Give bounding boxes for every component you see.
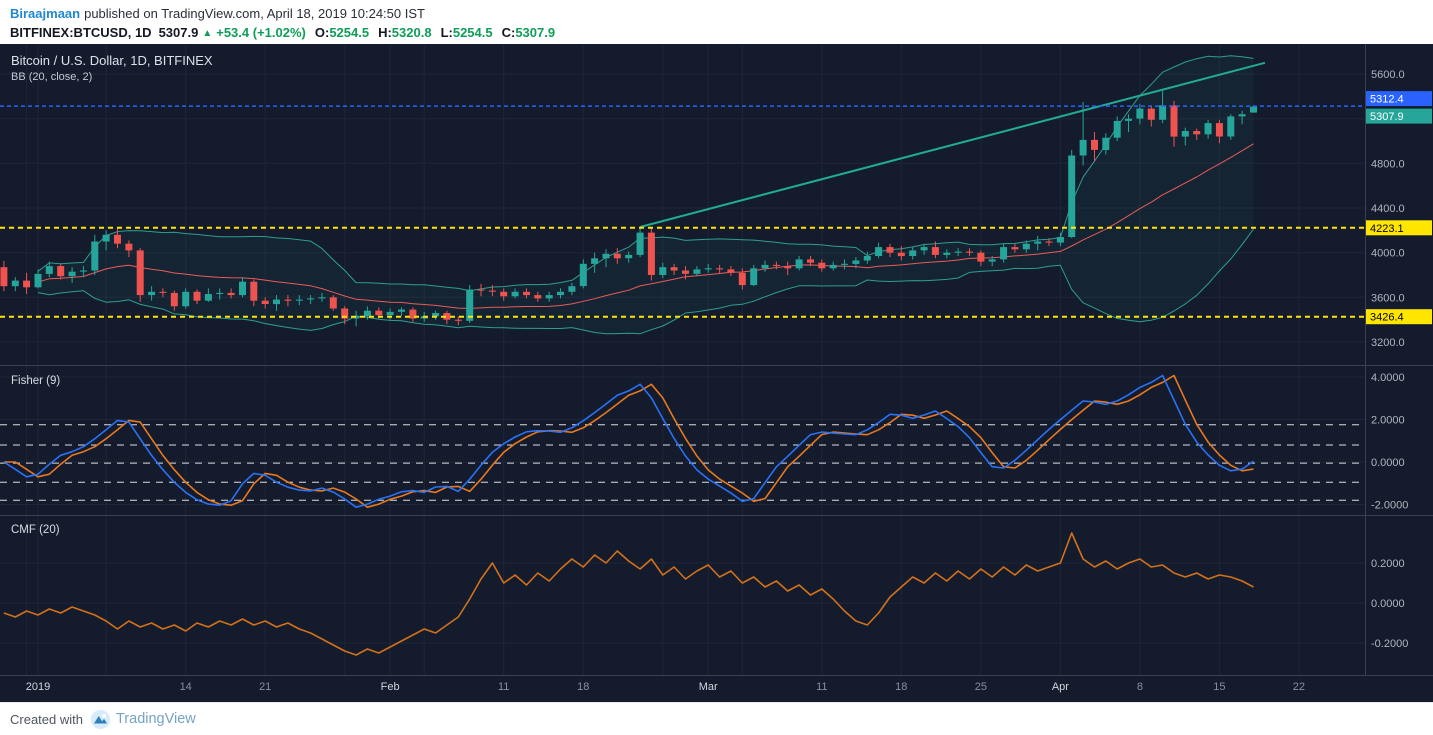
last-price: 5307.9 [158, 25, 199, 40]
close-label: C: [501, 25, 516, 40]
svg-text:4223.1: 4223.1 [1370, 223, 1404, 235]
svg-text:25: 25 [975, 681, 987, 693]
chart-svg[interactable]: 5600.0 4800.0 4400.0 4000.0 3600.0 3200.0 5312… [0, 44, 1433, 702]
svg-text:5307.9: 5307.9 [1370, 111, 1404, 123]
fisher-axis-labels: 4.0000 2.0000 0.0000 -2.0000 [1371, 372, 1408, 512]
tradingview-logo-icon [90, 709, 111, 730]
symbol-interval: BITFINEX:BTCUSD, 1D [10, 25, 152, 40]
svg-text:Apr: Apr [1052, 681, 1069, 693]
publish-line: Biraajmaan published on TradingView.com, … [10, 4, 1423, 23]
svg-text:11: 11 [498, 681, 509, 693]
price-change: +53.4 (+1.02%) [216, 25, 306, 40]
svg-text:0.2000: 0.2000 [1371, 558, 1405, 570]
ohlc-row: BITFINEX:BTCUSD, 1D 5307.9 ▲ +53.4 (+1.02%)… [10, 23, 1423, 44]
tradingview-wordmark: TradingView [115, 711, 196, 727]
cmf-pane-legend[interactable]: CMF (20) [11, 524, 60, 536]
chart-area[interactable]: 5600.0 4800.0 4400.0 4000.0 3600.0 3200.0 5312… [0, 44, 1433, 702]
price-hlines[interactable] [0, 105, 1365, 318]
publish-header: Biraajmaan published on TradingView.com, … [0, 0, 1433, 44]
svg-text:5600.0: 5600.0 [1371, 69, 1405, 81]
svg-text:5312.4: 5312.4 [1370, 94, 1404, 106]
svg-text:18: 18 [895, 681, 907, 693]
chart-canvas[interactable]: 5600.0 4800.0 4400.0 4000.0 3600.0 3200.0 5312… [0, 44, 1433, 702]
footer: Created with TradingView [0, 702, 1433, 735]
svg-text:4800.0: 4800.0 [1371, 158, 1405, 170]
svg-text:2.0000: 2.0000 [1371, 415, 1405, 427]
vertical-grid [26, 44, 1300, 675]
svg-text:11: 11 [816, 681, 827, 693]
chart-title: Bitcoin / U.S. Dollar, 1D, BITFINEX [11, 53, 213, 68]
svg-text:-0.2000: -0.2000 [1371, 638, 1408, 650]
high-value: 5320.8 [391, 25, 432, 40]
open-value: 5254.5 [329, 25, 370, 40]
fisher-pane[interactable] [0, 374, 1365, 509]
svg-text:21: 21 [259, 681, 271, 693]
low-value: 5254.5 [452, 25, 493, 40]
svg-text:14: 14 [180, 681, 192, 693]
time-axis-labels: 2019 14 21 Feb 11 18 Mar 11 18 25 Apr 8 15 22 [26, 681, 1305, 693]
svg-text:15: 15 [1213, 681, 1225, 693]
svg-text:18: 18 [577, 681, 589, 693]
svg-text:Feb: Feb [381, 681, 400, 693]
close-value: 5307.9 [515, 25, 556, 40]
fisher-pane-legend[interactable]: Fisher (9) [11, 375, 61, 387]
cmf-axis-labels: 0.2000 0.0000 -0.2000 [1371, 558, 1408, 650]
svg-text:4.0000: 4.0000 [1371, 372, 1405, 384]
svg-text:4400.0: 4400.0 [1371, 203, 1405, 215]
svg-text:3600.0: 3600.0 [1371, 292, 1405, 304]
created-with-text: Created with [10, 711, 83, 727]
author-link[interactable]: Biraajmaan [10, 6, 81, 21]
svg-text:22: 22 [1293, 681, 1305, 693]
svg-text:-2.0000: -2.0000 [1371, 500, 1408, 512]
svg-text:3200.0: 3200.0 [1371, 337, 1405, 349]
price-axis-labels: 5600.0 4800.0 4400.0 4000.0 3600.0 3200.0 5312… [1366, 69, 1432, 349]
bb-indicator-legend: BB (20, close, 2) [11, 71, 93, 83]
high-label: H: [378, 25, 392, 40]
svg-text:0.0000: 0.0000 [1371, 457, 1405, 469]
horizontal-grid [0, 73, 1365, 644]
open-label: O: [314, 25, 330, 40]
pane-dividers [0, 44, 1433, 676]
up-arrow-icon: ▲ [202, 28, 213, 39]
low-label: L: [440, 25, 453, 40]
cmf-pane[interactable] [3, 532, 1254, 656]
tradingview-link[interactable]: TradingView [90, 709, 196, 730]
svg-text:3426.4: 3426.4 [1370, 312, 1404, 324]
main-pane-legend[interactable]: Bitcoin / U.S. Dollar, 1D, BITFINEX BB (… [11, 53, 213, 83]
price-pane[interactable] [0, 55, 1266, 335]
published-text: published on TradingView.com, April 18, … [84, 6, 425, 21]
svg-text:4000.0: 4000.0 [1371, 248, 1405, 260]
svg-text:0.0000: 0.0000 [1371, 598, 1405, 610]
svg-text:8: 8 [1137, 681, 1143, 693]
svg-text:2019: 2019 [26, 681, 50, 693]
svg-text:Mar: Mar [699, 681, 718, 693]
